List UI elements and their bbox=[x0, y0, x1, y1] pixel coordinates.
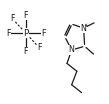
Text: N: N bbox=[69, 45, 75, 54]
Text: F: F bbox=[41, 29, 46, 38]
Text: F: F bbox=[24, 47, 28, 56]
Text: F: F bbox=[6, 29, 10, 38]
Text: F: F bbox=[10, 14, 15, 23]
Text: F: F bbox=[24, 11, 28, 20]
Text: F: F bbox=[37, 43, 42, 52]
Text: N: N bbox=[81, 24, 87, 33]
Text: P: P bbox=[23, 29, 29, 38]
Text: +: + bbox=[84, 23, 89, 28]
